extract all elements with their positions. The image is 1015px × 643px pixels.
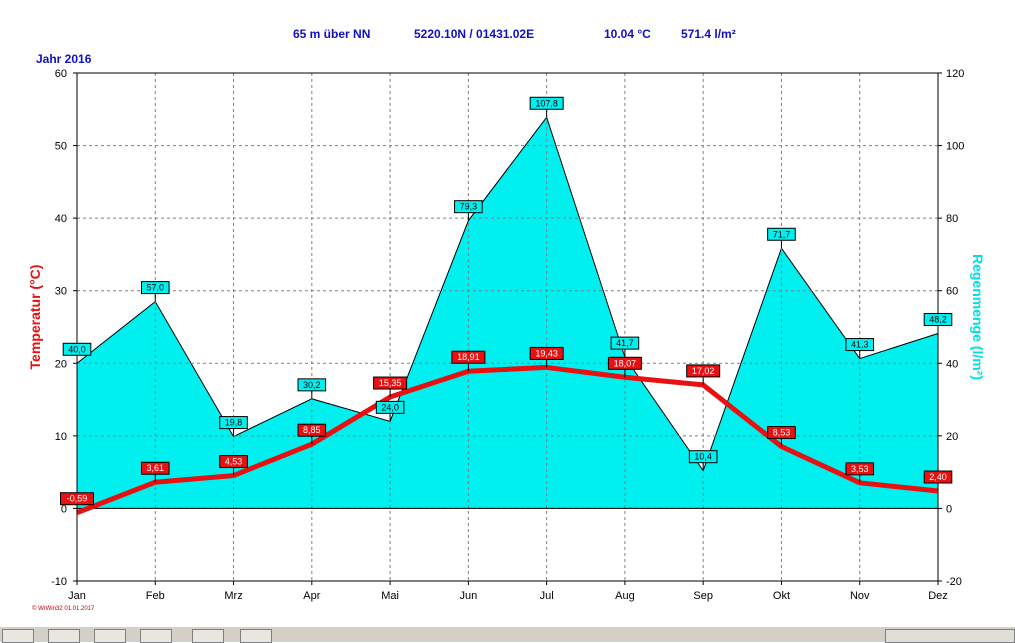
rain-data-label-box	[767, 227, 796, 241]
left-tick-label: -10	[51, 576, 67, 588]
rain-data-label-box	[610, 336, 640, 350]
rain-data-label-box	[454, 200, 483, 214]
rain-data-label: 40,0	[68, 344, 86, 354]
temperature-data-label: 15,35	[379, 378, 402, 388]
copyright-text: © WrWin32 01.01.2017	[32, 606, 95, 612]
rain-data-label-box	[845, 338, 875, 352]
rain-data-label: 24,0	[381, 402, 399, 412]
x-tick-label: Apr	[303, 590, 320, 602]
right-tick-label: -20	[946, 576, 962, 588]
taskbar	[0, 626, 1015, 643]
x-tick-label: Sep	[693, 590, 713, 602]
temperature-data-label: 17,02	[692, 366, 715, 376]
temperature-data-label-box	[219, 455, 248, 469]
right-tick-label: 60	[946, 286, 958, 298]
temperature-data-label: 8,53	[773, 428, 791, 438]
left-tick-label: 20	[55, 358, 67, 370]
right-tick-label: 0	[946, 503, 952, 515]
temperature-data-label: 8,85	[303, 425, 321, 435]
x-tick-label: Jun	[459, 590, 477, 602]
rain-data-label: 41,7	[616, 338, 634, 348]
rain-data-label: 19,8	[225, 418, 243, 428]
rain-data-label: 41,3	[851, 340, 869, 350]
temperature-data-label-box	[607, 356, 642, 370]
temperature-data-label: 2,40	[929, 472, 947, 482]
right-tick-label: 120	[946, 68, 964, 80]
temperature-line	[76, 364, 939, 516]
temperature-data-label-box	[297, 423, 327, 437]
temperature-data-label-box	[767, 426, 796, 440]
temperature-data-label-box	[923, 470, 953, 484]
temperature-data-label: 3,53	[851, 464, 869, 474]
x-tick-label: Feb	[146, 590, 165, 602]
rain-data-label-box	[297, 378, 327, 392]
rain-data-label: 57,0	[147, 283, 165, 293]
temperature-data-label: -0,59	[67, 494, 88, 504]
rain-data-label: 107,8	[535, 98, 558, 108]
rain-area	[77, 117, 938, 509]
rain-data-label-box	[140, 281, 170, 295]
x-tick-label: Jan	[68, 590, 86, 602]
climate-chart: -10 0 10 20 30 40 50 60 -20 0 20 40 60 80 100 120 Jan Feb…	[27, 68, 986, 602]
left-tick-label: 50	[55, 141, 67, 153]
rain-outline	[76, 116, 939, 472]
rain-data-label-box	[219, 416, 248, 430]
x-tick-label: Nov	[850, 590, 870, 602]
temperature-data-label-box	[140, 461, 170, 475]
left-tick-label: 10	[55, 431, 67, 443]
temperature-data-label: 18,91	[457, 352, 480, 362]
temperature-data-label-box	[60, 492, 94, 506]
rain-data-label-box	[375, 400, 405, 414]
x-tick-label: Jul	[540, 590, 554, 602]
rain-data-label: 79,3	[460, 202, 478, 212]
temperature-data-label: 18,07	[614, 358, 637, 368]
year-label: Jahr 2016	[36, 52, 92, 66]
left-tick-label: 40	[55, 213, 67, 225]
x-tick-label: Okt	[773, 590, 790, 602]
right-tick-label: 20	[946, 431, 958, 443]
left-tick-label: 0	[61, 503, 67, 515]
x-tick-label: Mai	[381, 590, 399, 602]
rain-data-label-box	[923, 313, 953, 327]
y-axis-left-title: Temperatur (°C)	[27, 265, 43, 370]
temperature-data-label: 19,43	[535, 348, 558, 358]
temperature-data-label: 4,53	[225, 457, 243, 467]
total-rain-text: 571.4 l/m²	[681, 27, 736, 41]
temperature-data-label-box	[845, 462, 875, 476]
y-axis-right-title: Regenmenge (l/m²)	[970, 254, 986, 380]
elevation-text: 65 m über NN	[293, 27, 371, 41]
rain-data-label-box	[529, 96, 564, 110]
right-tick-label: 80	[946, 213, 958, 225]
rain-data-label: 30,2	[303, 380, 321, 390]
x-tick-label: Mrz	[224, 590, 242, 602]
temperature-data-label-box	[451, 350, 486, 364]
coordinates-text: 5220.10N / 01431.02E	[414, 27, 535, 41]
rain-data-label: 10,4	[694, 452, 712, 462]
right-tick-label: 40	[946, 358, 958, 370]
left-tick-label: 30	[55, 286, 67, 298]
temperature-data-label-box	[686, 364, 721, 378]
rain-data-label-box	[688, 450, 718, 464]
temperature-data-label-box	[373, 376, 408, 390]
left-tick-label: 60	[55, 68, 67, 80]
x-tick-label: Aug	[615, 590, 635, 602]
mean-temperature-text: 10.04 °C	[604, 27, 651, 41]
temperature-data-label: 3,61	[147, 463, 165, 473]
x-tick-label: Dez	[928, 590, 948, 602]
right-tick-label: 100	[946, 141, 964, 153]
temperature-data-label-box	[529, 346, 564, 360]
rain-data-label: 71,7	[773, 229, 791, 239]
rain-data-label-box	[62, 342, 92, 356]
rain-data-label: 48,2	[929, 315, 947, 325]
